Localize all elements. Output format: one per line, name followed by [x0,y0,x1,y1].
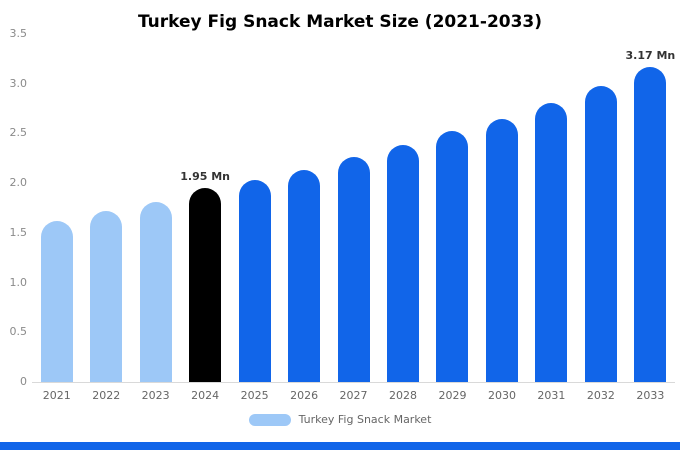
x-tick-label: 2029 [438,389,467,402]
bar-slot [477,119,526,382]
bar-2033 [634,67,667,382]
x-tick-label: 2022 [92,389,121,402]
bar-2022 [90,211,123,382]
y-tick-label: 2.0 [9,176,28,190]
bar-2031 [535,103,568,382]
x-tick-label: 2027 [339,389,368,402]
bar-slot [131,202,180,382]
x-tick-label: 2031 [537,389,566,402]
x-tick-label: 2033 [636,389,665,402]
y-tick-label: 1.5 [9,225,28,239]
bar-2025 [238,180,271,382]
chart-area: 0 0.5 1.0 1.5 2.0 2.5 3.0 3.5 1.95 Mn 3.17 Mn 20… [0,28,680,403]
bar-slot [230,180,279,382]
x-tick-label: 2032 [586,389,615,402]
bar-slot [329,157,378,382]
x-axis-labels: 2021 2022 2023 2024 2025 2026 2027 2028 2029 2030… [32,383,675,402]
y-tick-label: 1.0 [9,275,28,289]
bar-2029 [436,131,469,382]
y-tick-label: 0.5 [9,325,28,339]
chart-title: Turkey Fig Snack Market Size (2021-2033) [137,12,543,32]
y-tick-label: 3.0 [9,76,28,90]
bar-2026 [288,170,321,382]
x-tick-label: 2023 [141,389,170,402]
bar-2027 [337,157,370,382]
x-tick-label: 2028 [389,389,418,402]
y-tick-label: 3.5 [9,27,28,40]
x-tick-label: 2021 [42,389,71,402]
bar-slot [378,145,427,382]
bar-2030 [485,119,518,382]
footer-strip [0,442,680,450]
bar-value-label: 1.95 Mn [180,170,231,183]
x-tick-label: 2024 [191,389,220,402]
legend-swatch [248,413,291,426]
bar-2028 [387,145,420,382]
bar-2032 [584,86,617,382]
bar-slot [527,103,576,382]
y-axis: 0 0.5 1.0 1.5 2.0 2.5 3.0 3.5 [6,28,32,388]
bar-slot: 1.95 Mn [180,170,231,382]
bar-value-label: 3.17 Mn [625,49,676,62]
x-tick-label: 2026 [290,389,319,402]
legend-label: Turkey Fig Snack Market [298,413,432,426]
x-tick-label: 2025 [240,389,269,402]
bar-slot [279,170,328,382]
bar-slot [32,221,81,382]
bar-slot [576,86,625,382]
y-tick-label: 0 [20,375,27,388]
x-tick-label: 2030 [487,389,516,402]
bar-2021 [40,221,73,382]
bar-2024 [189,188,222,382]
legend: Turkey Fig Snack Market [0,413,680,426]
bar-2023 [139,202,172,382]
plot-area: 1.95 Mn 3.17 Mn [32,34,675,383]
bar-slot [81,211,130,382]
bar-slot [428,131,477,382]
y-tick-label: 2.5 [9,126,28,140]
bar-slot: 3.17 Mn [625,49,676,382]
plot-wrap: 1.95 Mn 3.17 Mn 2021 2022 2023 2024 2025 2026 2… [32,34,675,402]
